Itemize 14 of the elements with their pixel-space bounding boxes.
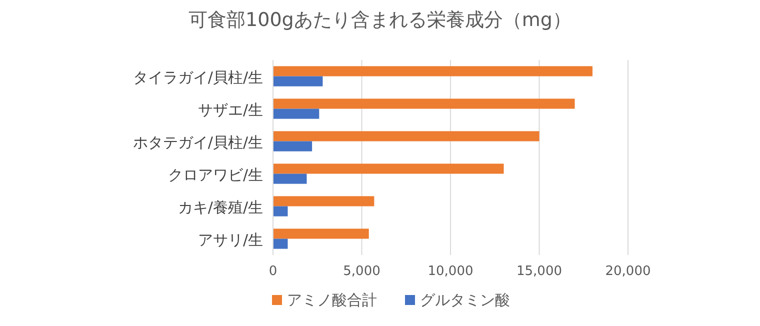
y-tick-label: アサリ/生 [198, 230, 263, 249]
y-tick-label: タイラガイ/貝柱/生 [132, 68, 263, 86]
x-tick-label: 10,000 [428, 264, 474, 279]
legend-label: グルタミン酸 [420, 291, 510, 309]
x-tick-label: 20,000 [605, 264, 651, 279]
y-tick-label: サザエ/生 [198, 100, 263, 119]
legend-label: アミノ酸合計 [287, 291, 377, 309]
x-tick-label: 5,000 [343, 264, 380, 279]
title: 可食部100gあたり含まれる栄養成分（mg） [188, 9, 572, 31]
y-tick-label: ホタテガイ/貝柱/生 [132, 133, 263, 152]
x-tick-label: 15,000 [516, 264, 562, 279]
y-tick-label: カキ/養殖/生 [178, 198, 263, 216]
y-tick-label: クロアワビ/生 [168, 166, 263, 184]
x-tick-label: 0 [268, 264, 278, 279]
